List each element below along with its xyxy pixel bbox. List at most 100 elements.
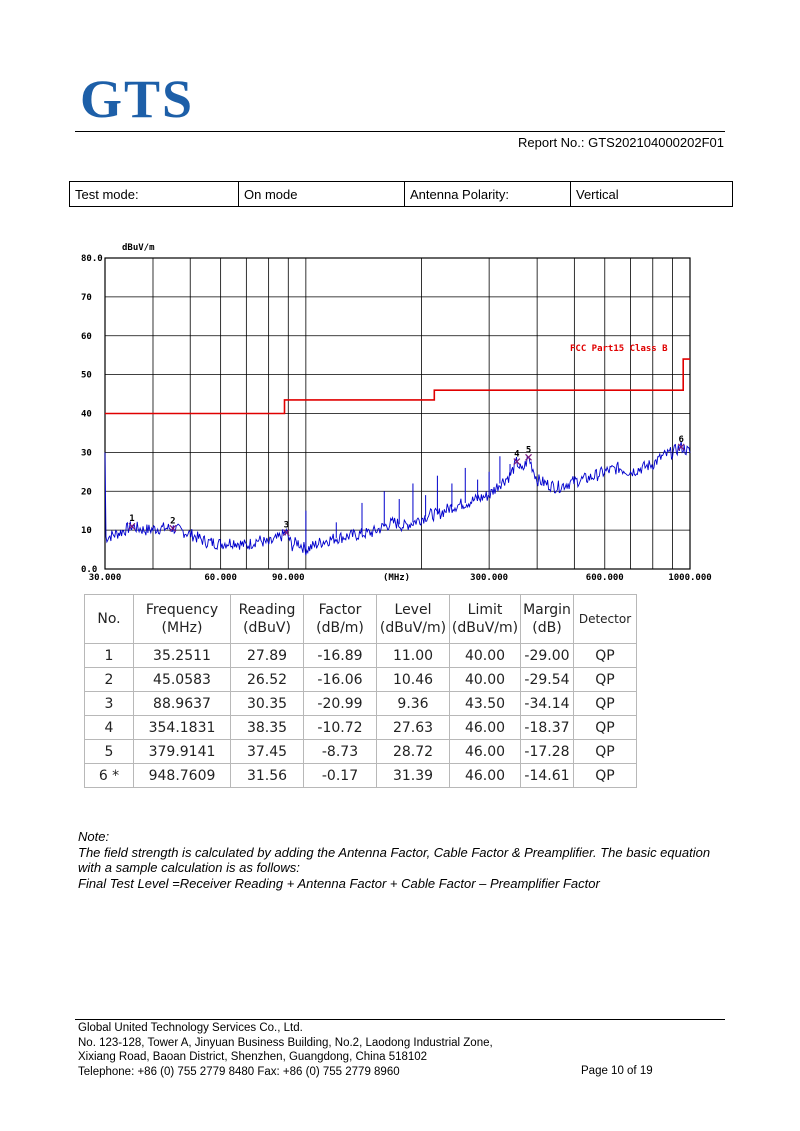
table-cell: -29.00 bbox=[520, 643, 574, 668]
footer-address-2: Xixiang Road, Baoan District, Shenzhen, … bbox=[78, 1051, 428, 1063]
footer-contact: Telephone: +86 (0) 755 2779 8480 Fax: +8… bbox=[78, 1065, 400, 1078]
marker-label: 1 bbox=[129, 514, 134, 524]
table-cell: QP bbox=[573, 643, 637, 668]
note-title: Note: bbox=[78, 829, 110, 844]
test-info-table: Test mode: On mode Antenna Polarity: Ver… bbox=[69, 181, 733, 207]
table-cell: QP bbox=[573, 763, 637, 788]
results-header-cell: Frequency (MHz) bbox=[133, 594, 231, 644]
note-block: Note: The field strength is calculated b… bbox=[78, 829, 718, 891]
results-table: No. Frequency (MHz) Reading (dBuV) Factor (dB/… bbox=[84, 594, 637, 788]
x-tick-label: 60.000 bbox=[204, 573, 237, 583]
y-tick-label: 80.0 bbox=[81, 254, 103, 264]
y-tick-label: 20 bbox=[81, 487, 92, 497]
table-cell: -18.37 bbox=[520, 715, 574, 740]
table-cell: 2 bbox=[84, 667, 134, 692]
table-cell: 35.2511 bbox=[133, 643, 231, 668]
y-axis-unit: dBuV/m bbox=[122, 243, 155, 253]
antenna-polarity-value: Vertical bbox=[570, 181, 733, 207]
table-row: 2 45.0583 26.52 -16.06 10.46 40.00 -29.54 QP bbox=[84, 667, 637, 692]
marker-label: 4 bbox=[514, 450, 520, 460]
table-cell: 6 * bbox=[84, 763, 134, 788]
table-row: 5 379.9141 37.45 -8.73 28.72 46.00 -17.28 QP bbox=[84, 739, 637, 764]
table-cell: 38.35 bbox=[230, 715, 304, 740]
x-tick-label: 30.000 bbox=[89, 573, 122, 583]
header-divider bbox=[75, 131, 725, 132]
report-number: Report No.: GTS202104000202F01 bbox=[518, 135, 724, 150]
marker-x bbox=[282, 529, 290, 537]
page-number: Page 10 of 19 bbox=[581, 1065, 653, 1077]
table-cell: QP bbox=[573, 691, 637, 716]
table-cell: 26.52 bbox=[230, 667, 304, 692]
table-cell: 28.72 bbox=[376, 739, 450, 764]
x-tick-label: 300.000 bbox=[470, 573, 508, 583]
table-cell: 379.9141 bbox=[133, 739, 231, 764]
footer-company: Global United Technology Services Co., L… bbox=[78, 1022, 303, 1034]
table-cell: 45.0583 bbox=[133, 667, 231, 692]
table-cell: 43.50 bbox=[449, 691, 521, 716]
results-header-cell: No. bbox=[84, 594, 134, 644]
limit-path bbox=[105, 358, 690, 415]
table-cell: 27.63 bbox=[376, 715, 450, 740]
peak-markers: 1 2 3 4 5 6 bbox=[128, 435, 685, 537]
marker-label: 6 bbox=[679, 435, 684, 445]
y-tick-label: 50 bbox=[81, 371, 92, 381]
y-tick-label: 10 bbox=[81, 526, 92, 536]
table-cell: 11.00 bbox=[376, 643, 450, 668]
table-cell: 46.00 bbox=[449, 763, 521, 788]
table-cell: -0.17 bbox=[303, 763, 377, 788]
measurement-trace bbox=[104, 441, 691, 556]
limit-line bbox=[105, 358, 690, 415]
table-cell: 40.00 bbox=[449, 667, 521, 692]
x-axis-unit: (MHz) bbox=[383, 573, 410, 583]
footer: Global United Technology Services Co., L… bbox=[78, 1021, 678, 1079]
results-header-cell: Factor (dB/m) bbox=[303, 594, 377, 644]
marker-label: 5 bbox=[526, 445, 531, 455]
y-tick-label: 30 bbox=[81, 448, 92, 458]
x-tick-label: 600.000 bbox=[586, 573, 624, 583]
table-cell: 30.35 bbox=[230, 691, 304, 716]
table-cell: -14.61 bbox=[520, 763, 574, 788]
marker-x bbox=[128, 522, 136, 530]
marker-x bbox=[513, 458, 521, 466]
results-header-cell: Limit (dBuV/m) bbox=[449, 594, 521, 644]
table-cell: 27.89 bbox=[230, 643, 304, 668]
table-cell: 4 bbox=[84, 715, 134, 740]
results-header-cell: Level (dBuV/m) bbox=[376, 594, 450, 644]
marker-label: 3 bbox=[284, 521, 289, 531]
table-cell: 40.00 bbox=[449, 643, 521, 668]
table-cell: -17.28 bbox=[520, 739, 574, 764]
trace-line bbox=[104, 441, 691, 556]
note-line-2: Final Test Level =Receiver Reading + Ant… bbox=[78, 875, 600, 891]
axis-labels: 80.0 70 60 50 40 30 20 10 0.030.000 60.000 90.000 3… bbox=[81, 254, 712, 583]
table-cell: 46.00 bbox=[449, 739, 521, 764]
marker-label: 2 bbox=[170, 516, 175, 526]
antenna-polarity-label: Antenna Polarity: bbox=[404, 181, 571, 207]
limit-line-label: FCC Part15 Class B bbox=[570, 344, 668, 354]
results-header-cell: Margin (dB) bbox=[520, 594, 574, 644]
note-line-1: The field strength is calculated by addi… bbox=[78, 844, 711, 876]
marker-x bbox=[677, 443, 685, 451]
table-row: 6 * 948.7609 31.56 -0.17 31.39 46.00 -14.61 QP bbox=[84, 763, 637, 788]
x-tick-label: 90.000 bbox=[272, 573, 305, 583]
table-cell: 1 bbox=[84, 643, 134, 668]
table-cell: -20.99 bbox=[303, 691, 377, 716]
emission-chart: 1 2 3 4 5 6 80.0 70 60 50 40 30 20 10 0.030.000 60.000… bbox=[81, 243, 712, 583]
results-header-cell: Reading (dBuV) bbox=[230, 594, 304, 644]
table-cell: 31.39 bbox=[376, 763, 450, 788]
table-cell: -16.89 bbox=[303, 643, 377, 668]
table-row: 3 88.9637 30.35 -20.99 9.36 43.50 -34.14 QP bbox=[84, 691, 637, 716]
table-cell: 9.36 bbox=[376, 691, 450, 716]
table-cell: -34.14 bbox=[520, 691, 574, 716]
table-cell: 37.45 bbox=[230, 739, 304, 764]
table-cell: QP bbox=[573, 739, 637, 764]
table-row: 4 354.1831 38.35 -10.72 27.63 46.00 -18.37 QP bbox=[84, 715, 637, 740]
table-cell: -8.73 bbox=[303, 739, 377, 764]
table-cell: 10.46 bbox=[376, 667, 450, 692]
table-cell: 354.1831 bbox=[133, 715, 231, 740]
footer-address-1: No. 123-128, Tower A, Jinyuan Business B… bbox=[78, 1036, 493, 1049]
test-mode-label: Test mode: bbox=[69, 181, 239, 207]
gts-logo: GTS bbox=[80, 69, 195, 129]
table-cell: -10.72 bbox=[303, 715, 377, 740]
table-cell: 5 bbox=[84, 739, 134, 764]
marker-x bbox=[169, 524, 177, 532]
